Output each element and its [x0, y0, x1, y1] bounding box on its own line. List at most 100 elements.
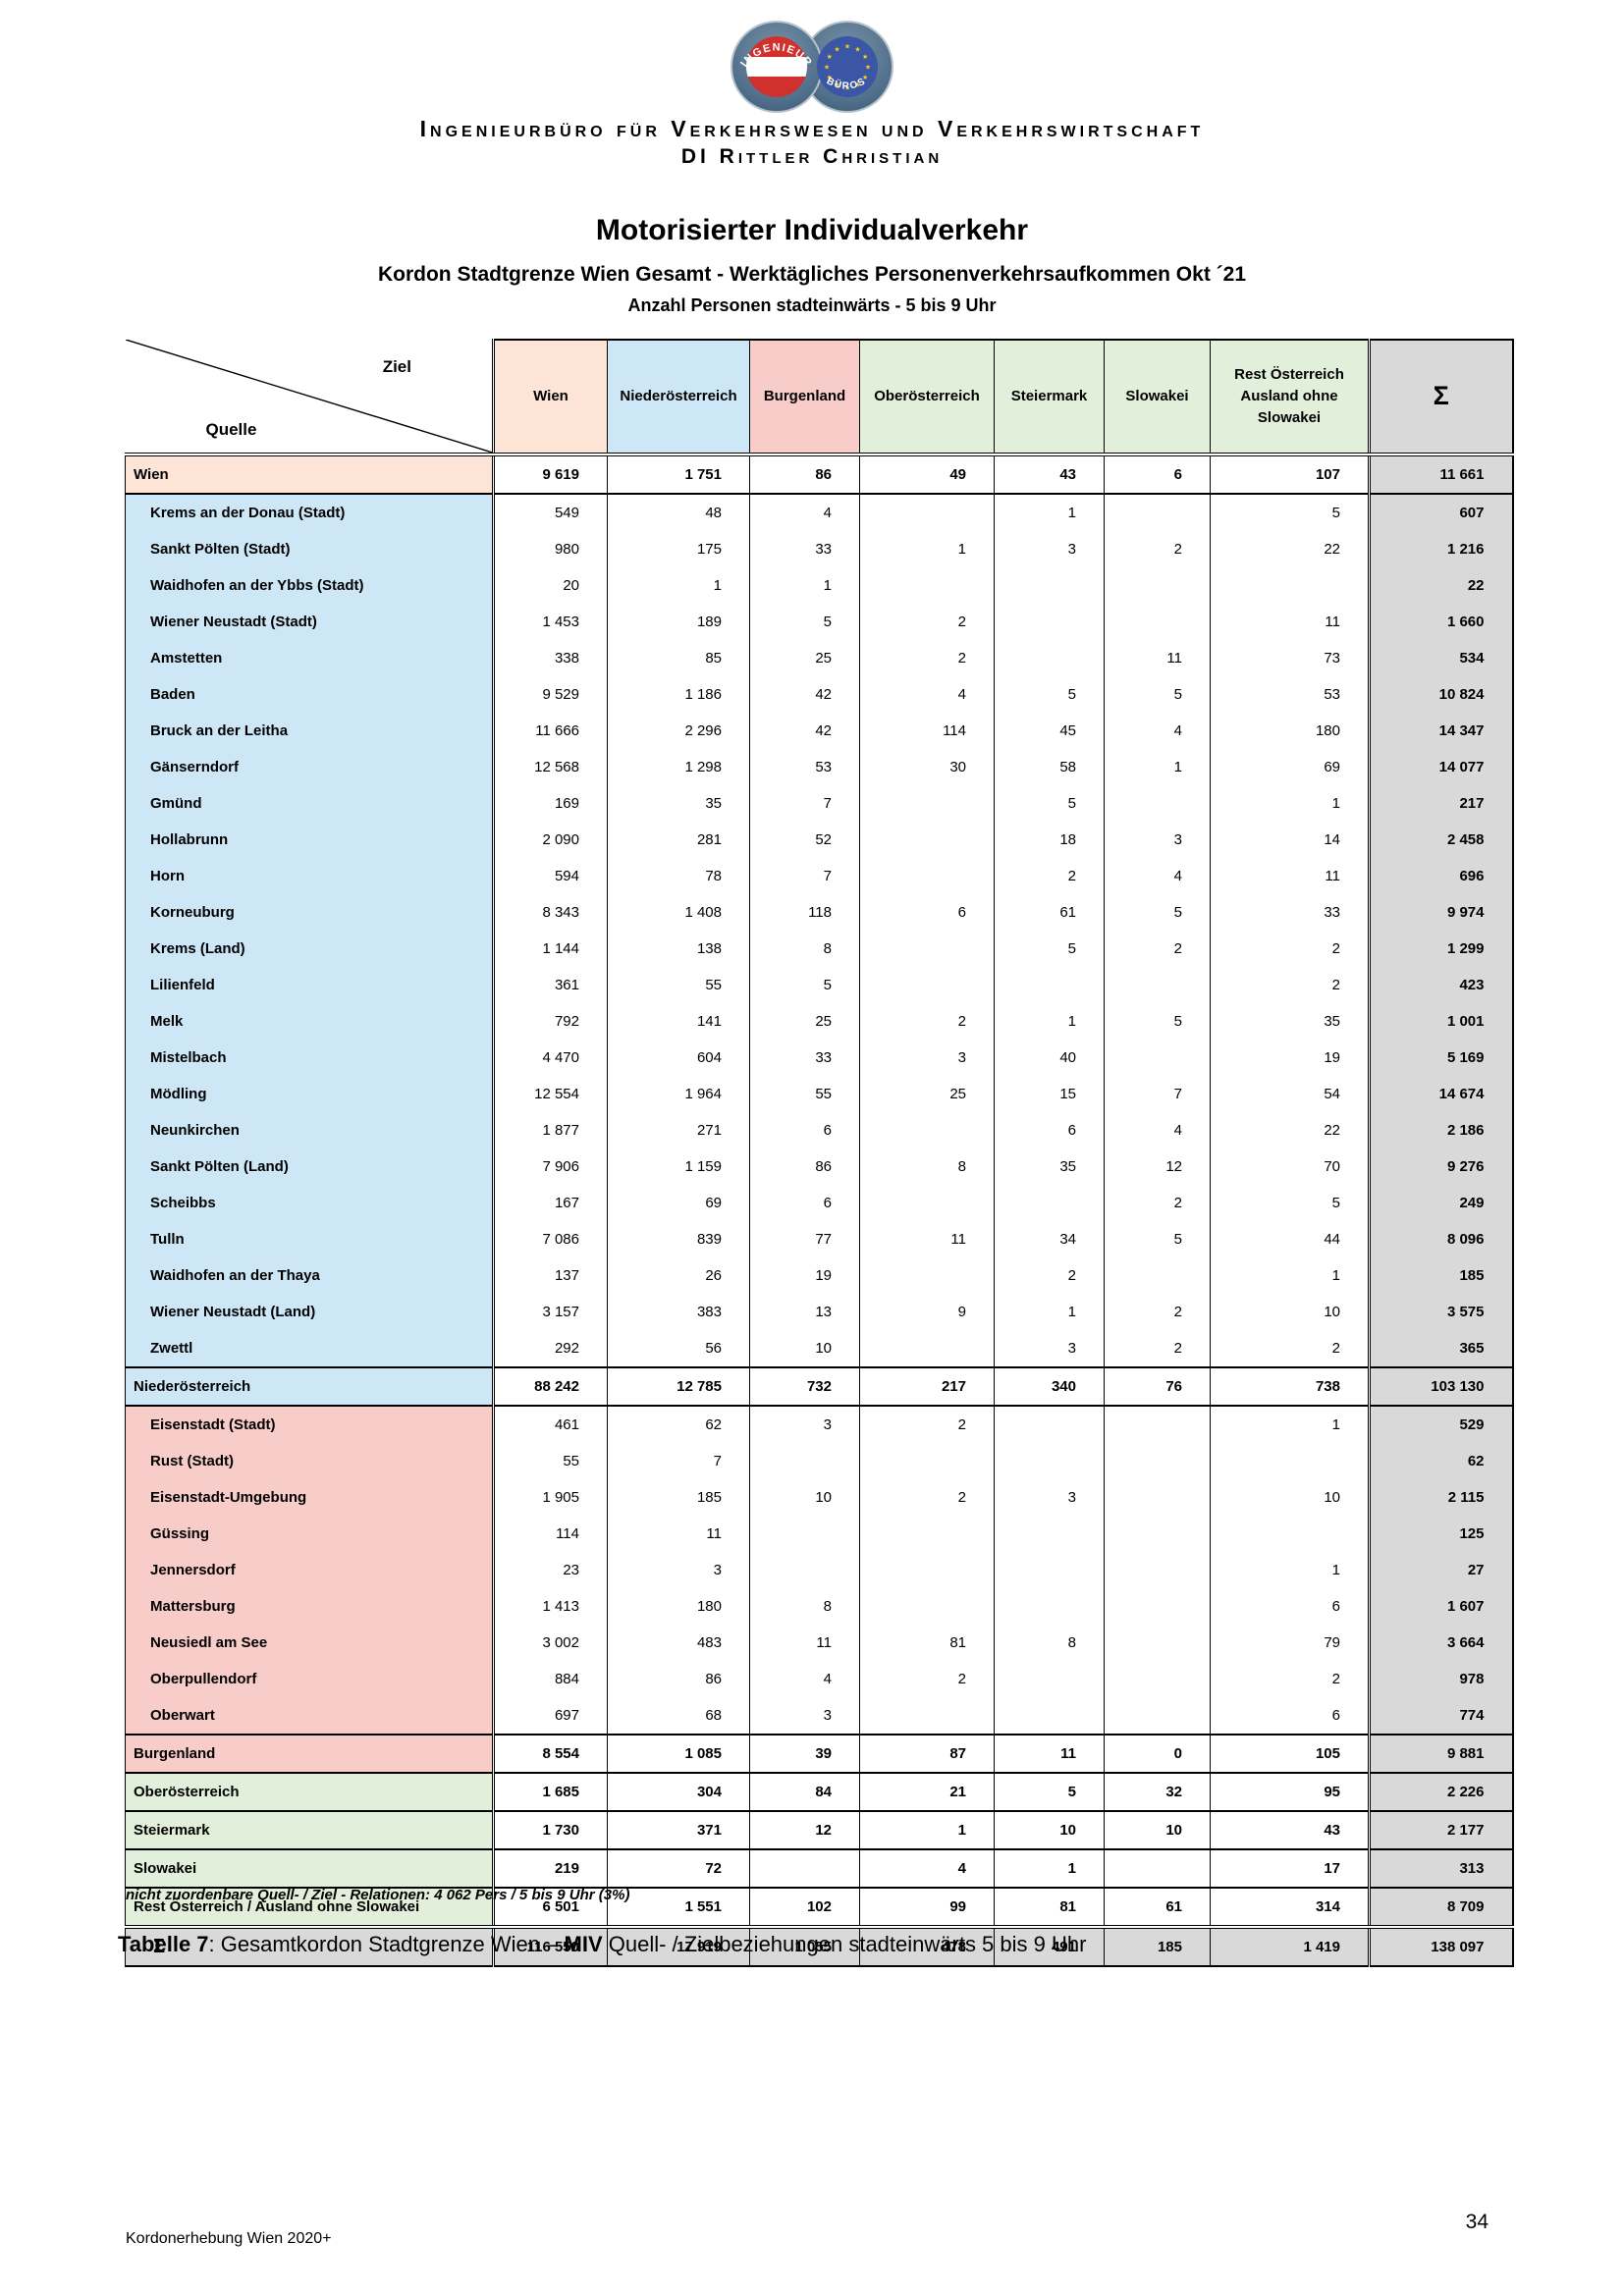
cell-value — [994, 967, 1105, 1003]
cell-value: 12 785 — [607, 1366, 750, 1407]
eu-stars-icon: ★ ★★★★★★★★★★★ — [824, 43, 871, 92]
svg-text:★: ★ — [844, 43, 850, 51]
cell-value — [859, 1112, 995, 1148]
table-row: Tulln 7 086 839 77 11 34 5 44 8 096 — [125, 1221, 1514, 1257]
row-sum: 534 — [1368, 640, 1514, 676]
cell-value: 11 666 — [492, 713, 608, 749]
cell-value: 72 — [607, 1848, 750, 1889]
row-sum: 14 347 — [1368, 713, 1514, 749]
cell-value: 1 413 — [492, 1588, 608, 1625]
cell-value: 3 — [994, 531, 1105, 567]
cell-value: 3 — [749, 1697, 860, 1735]
cell-value: 180 — [1210, 713, 1370, 749]
row-sum: 2 115 — [1368, 1479, 1514, 1516]
svg-text:★: ★ — [844, 84, 850, 92]
cell-value: 1 298 — [607, 749, 750, 785]
row-sum: 5 169 — [1368, 1040, 1514, 1076]
cell-value: 11 — [1104, 640, 1211, 676]
cell-value: 461 — [492, 1406, 608, 1443]
cell-value: 7 086 — [492, 1221, 608, 1257]
table-row: Sankt Pölten (Land) 7 906 1 159 86 8 35 12 70 9 … — [125, 1148, 1514, 1185]
cell-value: 1 144 — [492, 931, 608, 967]
table-row: Wien 9 619 1 751 86 49 43 6 107 11 661 — [125, 454, 1514, 495]
cell-value: 549 — [492, 494, 608, 531]
cell-value: 6 — [1210, 1588, 1370, 1625]
table-row: Slowakei 219 72 4 1 17 313 — [125, 1848, 1514, 1889]
row-label: Oberpullendorf — [125, 1661, 494, 1697]
cell-value: 69 — [607, 1185, 750, 1221]
row-sum: 9 276 — [1368, 1148, 1514, 1185]
report-subtitle: Kordon Stadtgrenze Wien Gesamt - Werktäg… — [377, 263, 1246, 286]
row-label: Sankt Pölten (Stadt) — [125, 531, 494, 567]
cell-value: 1 905 — [492, 1479, 608, 1516]
cell-value: 8 — [994, 1625, 1105, 1661]
cell-value — [859, 1552, 995, 1588]
cell-value: 10 — [749, 1330, 860, 1367]
cell-value: 6 501 — [492, 1887, 608, 1928]
svg-text:★: ★ — [827, 74, 833, 81]
cell-value: 361 — [492, 967, 608, 1003]
cell-value: 43 — [994, 454, 1105, 495]
cell-value: 732 — [749, 1366, 860, 1407]
table-row: Bruck an der Leitha 11 666 2 296 42 114 45 4 18… — [125, 713, 1514, 749]
cell-value: 84 — [749, 1772, 860, 1812]
cell-value: 5 — [1210, 494, 1370, 531]
column-header: Burgenland — [749, 339, 860, 456]
table-row: Mistelbach 4 470 604 33 3 40 19 5 169 — [125, 1040, 1514, 1076]
cell-value: 3 — [1104, 822, 1211, 858]
cell-value: 22 — [1210, 531, 1370, 567]
row-label: Wien — [125, 454, 494, 495]
cell-value: 33 — [749, 531, 860, 567]
cell-value — [749, 1552, 860, 1588]
cell-value: 114 — [859, 713, 995, 749]
cell-value — [859, 1443, 995, 1479]
cell-value: 371 — [607, 1810, 750, 1850]
cell-value: 5 — [749, 604, 860, 640]
row-sum: 2 186 — [1368, 1112, 1514, 1148]
table-row: Waidhofen an der Thaya 137 26 19 2 1 185 — [125, 1257, 1514, 1294]
table-row: Neusiedl am See 3 002 483 11 81 8 79 3 664 — [125, 1625, 1514, 1661]
cell-value: 1 — [607, 567, 750, 604]
row-label: Slowakei — [125, 1848, 494, 1889]
table-row: Lilienfeld 361 55 5 2 423 — [125, 967, 1514, 1003]
cell-value: 10 — [994, 1810, 1105, 1850]
table-row: Baden 9 529 1 186 42 4 5 5 53 10 824 — [125, 676, 1514, 713]
cell-value — [994, 1406, 1105, 1443]
cell-value: 17 919 — [607, 1925, 750, 1967]
cell-value: 1 — [859, 531, 995, 567]
row-label: Baden — [125, 676, 494, 713]
cell-value: 185 — [1104, 1925, 1211, 1967]
row-label: Korneuburg — [125, 894, 494, 931]
cell-value: 102 — [749, 1887, 860, 1928]
row-sum: 27 — [1368, 1552, 1514, 1588]
cell-value — [859, 567, 995, 604]
cell-value: 20 — [492, 567, 608, 604]
cell-value — [994, 1661, 1105, 1697]
cell-value: 7 — [749, 858, 860, 894]
row-label: Mistelbach — [125, 1040, 494, 1076]
cell-value: 118 — [749, 894, 860, 931]
cell-value — [1104, 1516, 1211, 1552]
table-row: Horn 594 78 7 2 4 11 696 — [125, 858, 1514, 894]
cell-value: 10 — [749, 1479, 860, 1516]
cell-value: 1 159 — [607, 1148, 750, 1185]
cell-value — [859, 858, 995, 894]
row-sum: 11 661 — [1368, 454, 1514, 495]
row-label: Scheibbs — [125, 1185, 494, 1221]
cell-value: 52 — [749, 822, 860, 858]
column-header: Oberösterreich — [859, 339, 995, 456]
cell-value: 9 619 — [492, 454, 608, 495]
cell-value: 5 — [1104, 676, 1211, 713]
cell-value: 138 — [607, 931, 750, 967]
cell-value — [859, 1588, 995, 1625]
row-label: Jennersdorf — [125, 1552, 494, 1588]
cell-value: 1 408 — [607, 894, 750, 931]
cell-value: 107 — [1210, 454, 1370, 495]
row-label: Neusiedl am See — [125, 1625, 494, 1661]
cell-value: 884 — [492, 1661, 608, 1697]
cell-value: 40 — [994, 1040, 1105, 1076]
table-row: Niederösterreich 88 242 12 785 732 217 340 76 7… — [125, 1366, 1514, 1407]
row-label: Steiermark — [125, 1810, 494, 1850]
row-label: Melk — [125, 1003, 494, 1040]
